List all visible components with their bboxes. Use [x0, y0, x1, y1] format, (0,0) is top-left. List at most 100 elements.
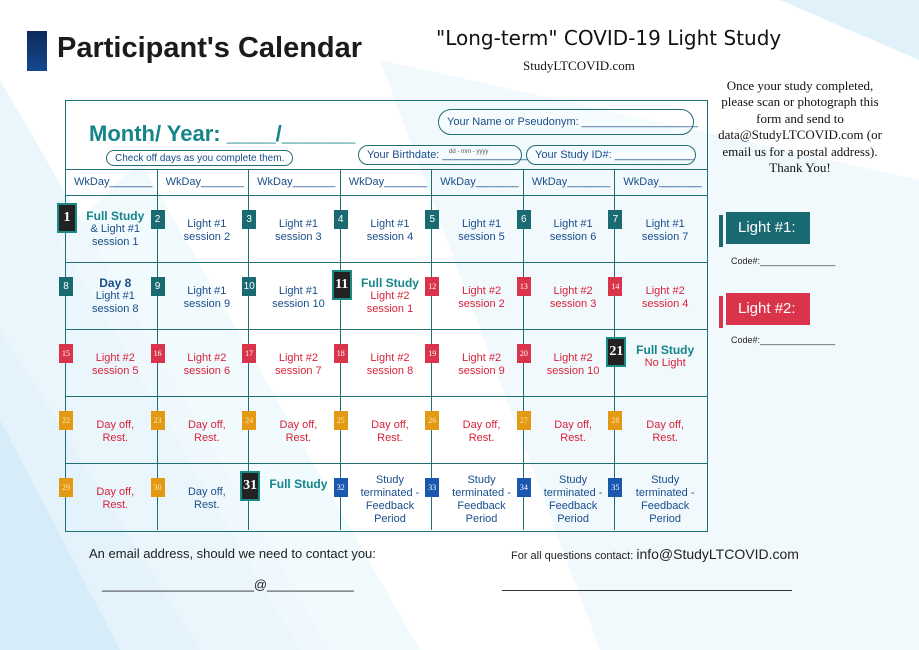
- day-number-badge: 1: [57, 203, 77, 233]
- light1-code-field[interactable]: Code#:_______________: [731, 256, 836, 266]
- day-description-line: terminated -: [360, 487, 420, 499]
- study-id-field[interactable]: Your Study ID#: _____________: [526, 145, 696, 165]
- day-number-badge: 2: [150, 210, 165, 229]
- day-description: Day 8 Light #1 session 8: [76, 277, 155, 316]
- day-cell[interactable]: 3 Light #1 session 3: [242, 195, 341, 262]
- day-cell[interactable]: 24 Day off, Rest.: [242, 396, 341, 463]
- day-description-line: Rest.: [285, 432, 312, 444]
- day-description-line: Full Study: [636, 343, 695, 357]
- day-cell[interactable]: 7 Light #1 session 7: [608, 195, 707, 262]
- day-description: Light #2 session 10: [534, 352, 613, 378]
- day-cell[interactable]: 18 Light #2 session 8: [333, 329, 433, 396]
- day-cell[interactable]: 31 Full Study: [240, 463, 341, 530]
- day-cell[interactable]: 6 Light #1 session 6: [516, 195, 616, 262]
- day-cell[interactable]: 21 Full Study No Light: [606, 329, 707, 396]
- day-description-line: Light #2: [553, 285, 593, 297]
- day-description-line: Light #2: [370, 352, 410, 364]
- day-description-line: Period: [374, 513, 406, 525]
- day-description-line: session 9: [458, 365, 505, 377]
- day-cell[interactable]: 19 Light #2 session 9: [425, 329, 524, 396]
- weekday-header[interactable]: WkDay_______: [523, 169, 616, 195]
- day-cell[interactable]: 11 Full Study Light #2 session 1: [331, 262, 433, 329]
- day-cell[interactable]: 27 Day off, Rest.: [516, 396, 616, 463]
- day-number-badge: 20: [516, 344, 531, 363]
- weekday-header[interactable]: WkDay_______: [615, 169, 707, 195]
- day-description-line: session 3: [275, 231, 322, 243]
- contact-email[interactable]: info@StudyLTCOVID.com: [636, 546, 799, 562]
- day-cell[interactable]: 17 Light #2 session 7: [242, 329, 341, 396]
- day-description-line: Feedback: [457, 500, 506, 512]
- weekday-header[interactable]: WkDay_______: [157, 169, 250, 195]
- day-cell[interactable]: 2 Light #1 session 2: [150, 195, 250, 262]
- day-cell[interactable]: 29 Day off, Rest.: [59, 463, 158, 530]
- light2-code-field[interactable]: Code#:_______________: [731, 335, 836, 345]
- day-cell[interactable]: 4 Light #1 session 4: [333, 195, 433, 262]
- day-cell[interactable]: 10 Light #1 session 10: [242, 262, 341, 329]
- day-cell[interactable]: 13 Light #2 session 3: [516, 262, 616, 329]
- weekday-header[interactable]: WkDay_______: [432, 169, 524, 195]
- day-description-line: session 6: [183, 365, 231, 377]
- day-cell[interactable]: 26 Day off, Rest.: [425, 396, 524, 463]
- day-cell[interactable]: 15 Light #2 session 5: [59, 329, 158, 396]
- day-cell[interactable]: 14 Light #2 session 4: [608, 262, 707, 329]
- day-description-line: Light #2: [278, 352, 318, 364]
- contact-signature-line: [502, 590, 792, 591]
- day-description-line: session 10: [546, 365, 600, 377]
- day-cell[interactable]: 1 Full Study & Light #1 session 1: [57, 195, 158, 262]
- day-cell[interactable]: 28 Day off, Rest.: [608, 396, 707, 463]
- weekday-label: WkDay_______: [440, 176, 519, 188]
- weekday-header[interactable]: WkDay_______: [66, 169, 158, 195]
- day-description-line: Day off,: [646, 419, 685, 431]
- day-cell[interactable]: 12 Light #2 session 2: [425, 262, 524, 329]
- day-description-line: session 4: [641, 298, 689, 310]
- day-cell[interactable]: 20 Light #2 session 10: [516, 329, 616, 396]
- day-description: Light #2 session 8: [351, 352, 430, 378]
- day-description-line: terminated -: [635, 487, 695, 499]
- day-description-line: Rest.: [194, 499, 220, 511]
- day-description-line: session 5: [458, 231, 505, 243]
- day-description: Full Study Light #2 session 1: [351, 277, 430, 316]
- day-cell[interactable]: 22 Day off, Rest.: [59, 396, 158, 463]
- day-description-line: Light #2: [645, 285, 685, 297]
- day-cell[interactable]: 5 Light #1 session 5: [425, 195, 524, 262]
- day-description: Light #2 session 5: [76, 352, 155, 378]
- day-description: Full Study: [259, 478, 338, 491]
- day-description-line: Light #1: [461, 218, 502, 230]
- weekday-header[interactable]: WkDay_______: [249, 169, 341, 195]
- day-description-line: Light #2: [95, 352, 135, 364]
- weekday-header[interactable]: WkDay_______: [340, 169, 433, 195]
- day-cell[interactable]: 34 Study terminated - Feedback Period: [516, 463, 616, 530]
- day-description-line: Rest.: [652, 432, 678, 444]
- day-cell[interactable]: 23 Day off, Rest.: [150, 396, 250, 463]
- day-description-line: Period: [465, 513, 498, 525]
- day-description-line: session 7: [275, 365, 322, 377]
- day-description: Light #1 session 2: [168, 218, 247, 244]
- day-description: Study terminated - Feedback Period: [442, 474, 521, 526]
- day-description: Full Study No Light: [625, 344, 705, 370]
- email-input-line[interactable]: _____________________@____________: [102, 577, 354, 592]
- day-cell[interactable]: 33 Study terminated - Feedback Period: [425, 463, 524, 530]
- day-description-line: Study: [375, 474, 405, 486]
- birthdate-label: Your Birthdate: ______________: [367, 149, 529, 161]
- day-description-line: Day 8: [99, 276, 132, 290]
- day-description: Day off, Rest.: [76, 419, 155, 445]
- day-cell[interactable]: 32 Study terminated - Feedback Period: [333, 463, 433, 530]
- light2-legend-stub: [719, 296, 723, 328]
- day-description-line: Period: [649, 513, 682, 525]
- weekday-label: WkDay_______: [165, 176, 244, 188]
- day-number-badge: 24: [242, 411, 257, 430]
- name-field[interactable]: Your Name or Pseudonym: ________________…: [438, 109, 698, 135]
- day-cell[interactable]: 8 Day 8 Light #1 session 8: [59, 262, 158, 329]
- day-description-line: Day off,: [187, 419, 226, 431]
- day-number-badge: 4: [333, 210, 348, 229]
- day-cell[interactable]: 35 Study terminated - Feedback Period: [608, 463, 707, 530]
- day-description-line: Light #1: [370, 218, 410, 230]
- day-cell[interactable]: 9 Light #1 session 9: [150, 262, 250, 329]
- day-cell[interactable]: 25 Day off, Rest.: [333, 396, 433, 463]
- month-year-field[interactable]: Month/ Year: ____/______: [89, 121, 356, 146]
- day-cell[interactable]: 30 Day off, Rest.: [150, 463, 250, 530]
- day-cell[interactable]: 16 Light #2 session 6: [150, 329, 250, 396]
- birthdate-field[interactable]: Your Birthdate: ______________ dd - mm -…: [358, 145, 528, 165]
- day-description-line: terminated -: [543, 487, 603, 499]
- birthdate-hint: dd - mm - yyyy: [449, 149, 489, 155]
